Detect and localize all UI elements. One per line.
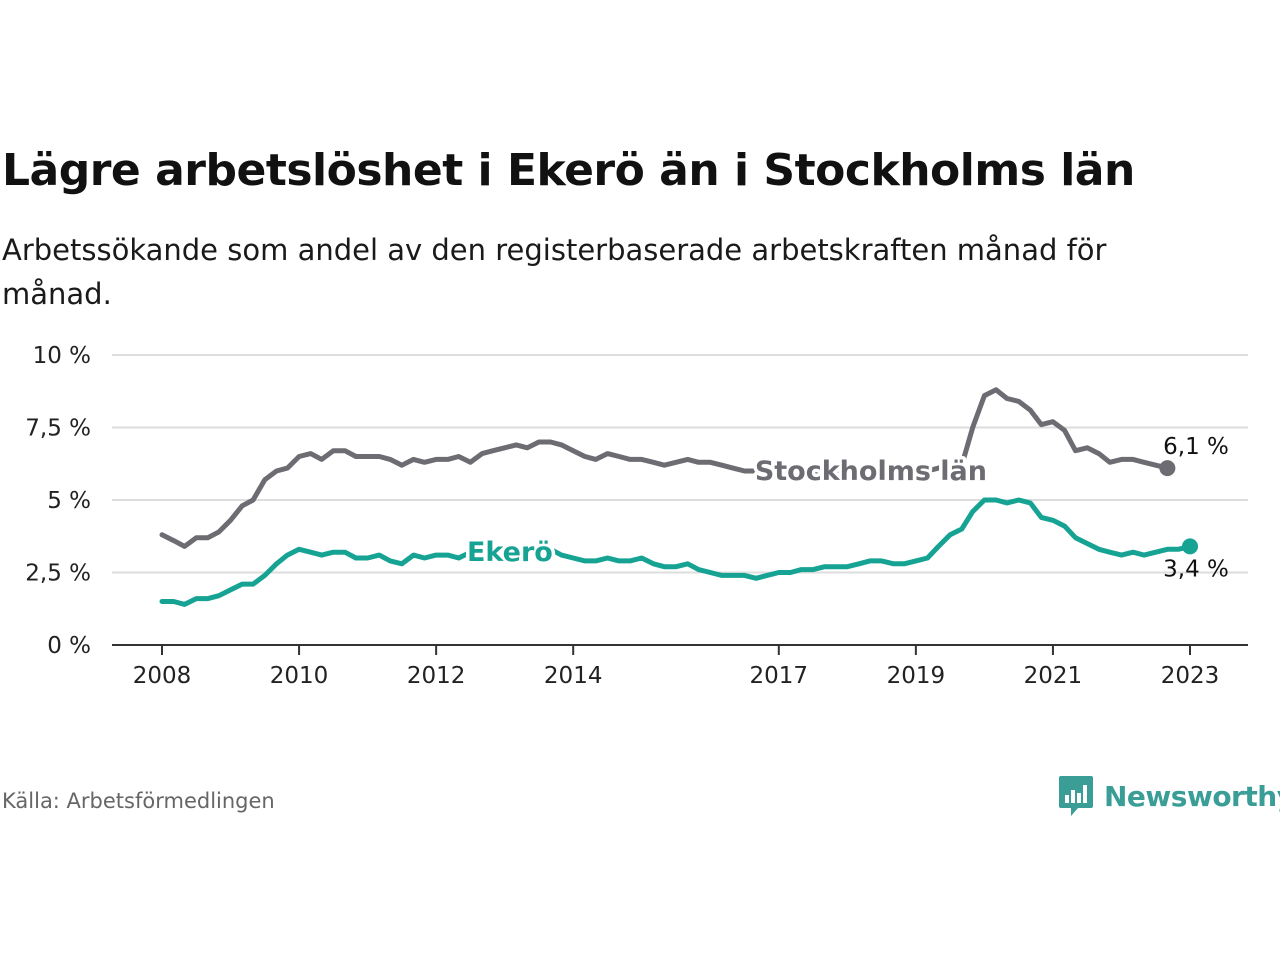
x-tick-label: 2021 [1024, 663, 1083, 689]
y-tick-label: 5 % [47, 488, 91, 514]
x-tick: 2010 [270, 645, 329, 689]
x-tick-label: 2014 [544, 663, 603, 689]
y-tick-label: 0 % [47, 633, 91, 659]
series-name-label: Stockholms län [755, 456, 987, 487]
x-tick: 2012 [407, 645, 466, 689]
brand-name: Newsworthy [1104, 779, 1280, 813]
x-tick-label: 2023 [1161, 663, 1220, 689]
x-tick: 2008 [133, 645, 192, 689]
x-tick-label: 2019 [887, 663, 946, 689]
x-tick: 2017 [750, 645, 809, 689]
series-end-point [1159, 460, 1176, 477]
end-value-label: 3,4 % [1163, 556, 1229, 582]
x-axis: 2008 2010 2012 2014 2017 2019 2021 2023 [112, 644, 1248, 689]
line-chart: 0 % 2,5 % 5 % 7,5 % 10 % 2008 2010 2012 2014 201… [25, 343, 1248, 689]
grid-lines [112, 354, 1248, 574]
newsworthy-chart-bubble-icon [1059, 776, 1093, 816]
series-labels: 6,1 % Stockholms län 3,4 % Ekerö [463, 434, 1229, 582]
y-tick: 0 % [47, 633, 91, 659]
end-value-label: 6,1 % [1163, 434, 1229, 460]
chart-subtitle: Arbetssökande som andel av den registerb… [2, 233, 1107, 311]
y-tick: 5 % [47, 488, 91, 514]
y-tick-label: 7,5 % [25, 416, 91, 442]
y-axis: 0 % 2,5 % 5 % 7,5 % 10 % [25, 343, 91, 659]
x-tick-label: 2010 [270, 663, 329, 689]
series-end-point [1182, 538, 1198, 555]
x-tick-label: 2012 [407, 663, 466, 689]
series-line-stockholms-lan [159, 387, 1170, 549]
x-tick: 2014 [544, 645, 603, 689]
y-tick-label: 10 % [33, 343, 91, 369]
x-tick: 2023 [1161, 645, 1220, 689]
series-name-label: Ekerö [467, 537, 553, 568]
x-tick-label: 2008 [133, 663, 192, 689]
series-line-ekero [159, 497, 1193, 607]
chart-title: Lägre arbetslöshet i Ekerö än i Stockhol… [2, 145, 1135, 196]
newsworthy-logo[interactable]: Newsworthy [1058, 774, 1280, 818]
source-note: Källa: Arbetsförmedlingen [2, 789, 275, 813]
y-tick: 2,5 % [25, 561, 91, 587]
x-tick-label: 2017 [750, 663, 809, 689]
y-tick-label: 2,5 % [25, 561, 91, 587]
y-tick: 7,5 % [25, 416, 91, 442]
x-tick: 2019 [887, 645, 946, 689]
y-tick: 10 % [33, 343, 91, 369]
series-group [159, 387, 1198, 607]
x-tick: 2021 [1024, 645, 1083, 689]
